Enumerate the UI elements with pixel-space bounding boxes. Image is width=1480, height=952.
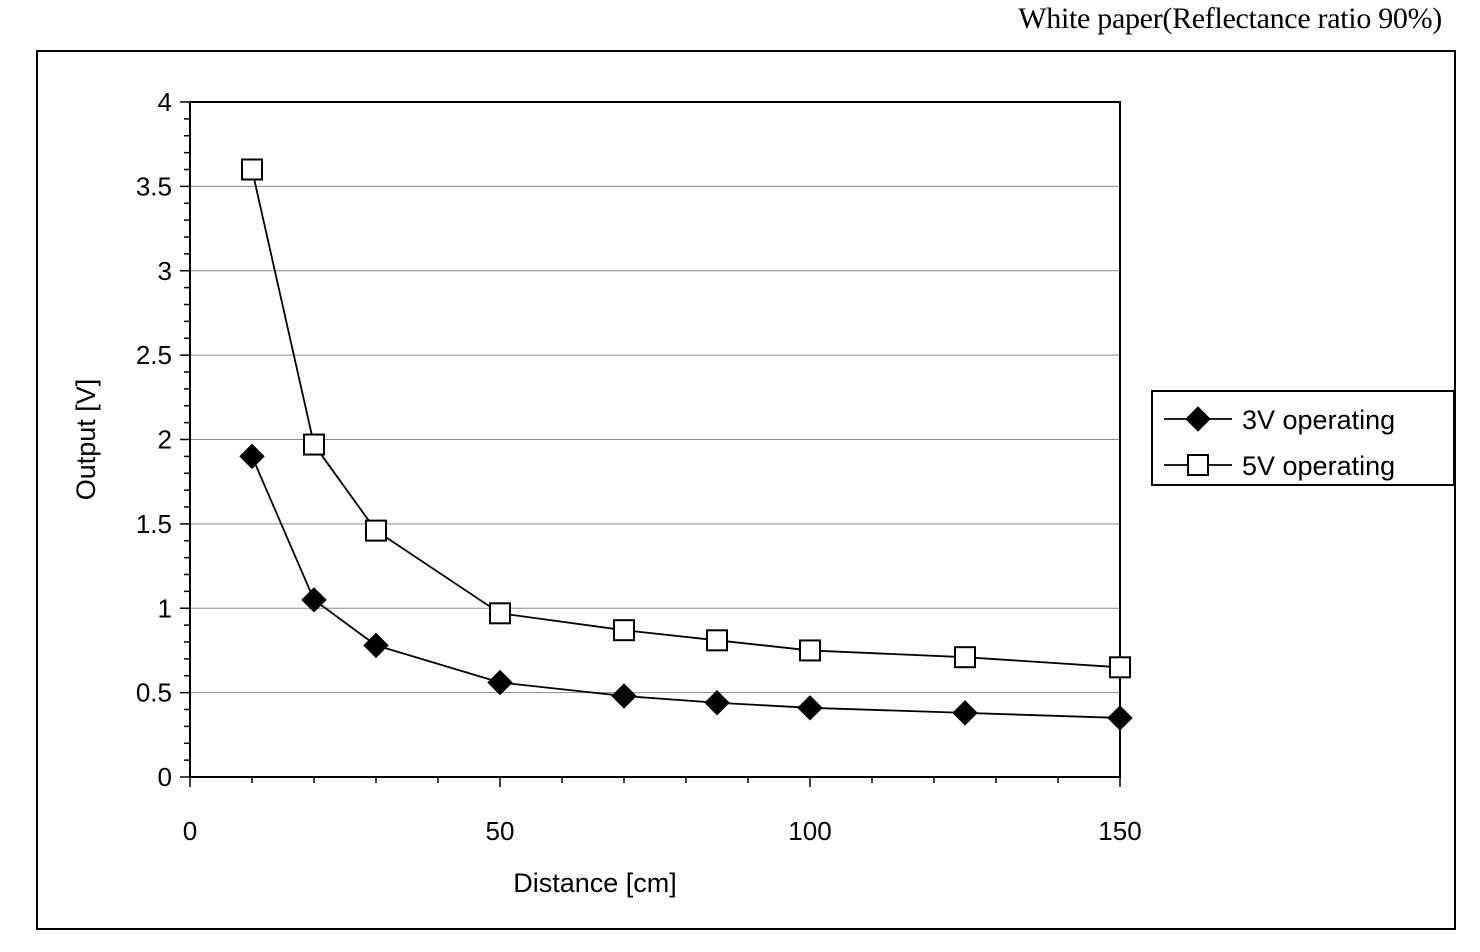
y-axis-label: Output [V] [71,379,101,501]
y-tick-label: 1.5 [136,509,172,539]
data-point [954,646,976,669]
data-point [301,587,327,613]
series [239,158,1133,731]
x-tick-label: 0 [183,816,197,846]
data-point [487,669,513,696]
legend: 3V operating 5V operating [1151,390,1455,486]
y-tick-label: 0 [158,762,172,792]
series-line [251,169,1121,669]
data-point [952,700,978,726]
data-point [706,629,728,652]
data-point [613,619,635,642]
legend-item: 5V operating [1164,451,1395,481]
data-point [1107,705,1133,731]
data-point [1109,656,1131,679]
data-point [489,602,511,625]
x-tick-label: 150 [1098,816,1141,846]
data-point [241,158,263,181]
data-point [363,632,389,659]
x-tick-label: 50 [486,816,515,846]
legend-marker [1185,406,1211,432]
x-axis-label: Distance [cm] [513,868,677,898]
legend-label: 3V operating [1242,405,1395,435]
legend-item: 3V operating [1164,405,1395,435]
x-tick-label: 100 [788,816,831,846]
series-line [251,456,1121,719]
data-point [365,519,387,542]
y-tick-label: 1 [158,593,172,623]
data-point [704,690,730,716]
gridlines [190,101,1120,694]
data-point [799,639,821,662]
y-tick-label: 2.5 [136,340,172,370]
data-point [797,695,823,721]
series-2 [241,158,1131,679]
legend-marker [1187,454,1209,476]
series-1 [239,443,1133,731]
data-point [303,433,325,456]
y-tick-label: 4 [158,87,172,117]
axes: 0 0.5 1 1.5 2 2.5 3 3.5 4 0 50 100 150 [136,87,1142,846]
legend-label: 5V operating [1242,451,1395,481]
y-tick-label: 0.5 [136,678,172,708]
y-tick-label: 3 [158,256,172,286]
chart-note: White paper(Reflectance ratio 90%) [1018,2,1442,35]
data-point [239,443,265,470]
y-tick-label: 2 [158,425,172,455]
chart-frame [36,50,1456,930]
y-tick-label: 3.5 [136,171,172,201]
data-point [611,683,637,709]
